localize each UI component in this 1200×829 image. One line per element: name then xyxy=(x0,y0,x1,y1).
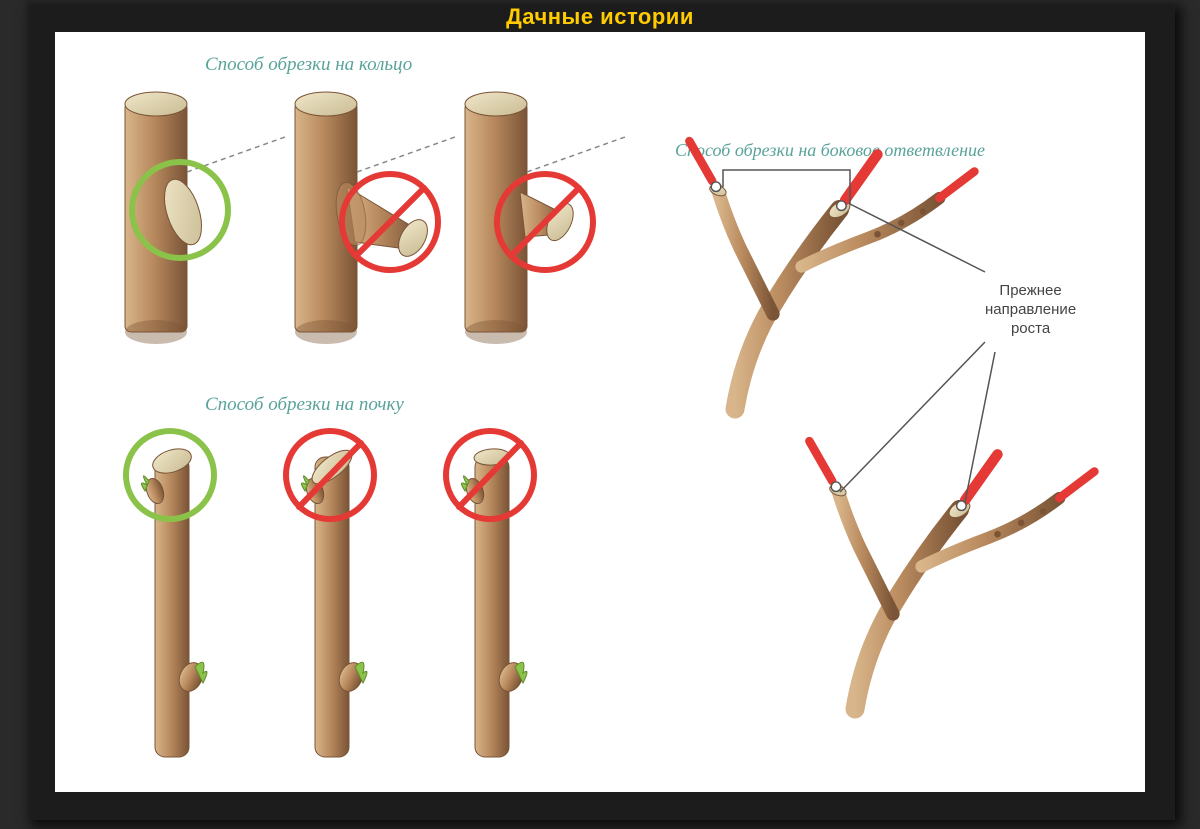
branch-system xyxy=(809,441,1094,709)
label-ring-method: Способ обрезки на кольцо xyxy=(205,54,412,76)
page-title: Дачные истории xyxy=(25,0,1175,30)
label-bud-method: Способ обрезки на почку xyxy=(205,394,404,416)
ring-cut-item xyxy=(295,92,455,344)
bud-cut-row xyxy=(105,417,665,777)
bud-cut-item xyxy=(286,431,374,757)
ring-cut-item xyxy=(465,92,625,344)
branch-system xyxy=(689,141,974,409)
outer-frame: Дачные истории Способ обрезки на кольцо … xyxy=(25,0,1175,820)
ring-cut-item xyxy=(125,92,285,344)
diagram-canvas: Способ обрезки на кольцо Способ обрезки … xyxy=(55,32,1145,792)
lateral-branch-diagram xyxy=(635,152,1135,792)
bud-cut-item xyxy=(126,431,214,757)
bud-cut-item xyxy=(446,431,534,757)
removed-segment xyxy=(939,172,974,199)
removed-segment xyxy=(809,441,832,481)
removed-segment xyxy=(1059,472,1094,499)
ring-cut-row xyxy=(105,77,665,367)
